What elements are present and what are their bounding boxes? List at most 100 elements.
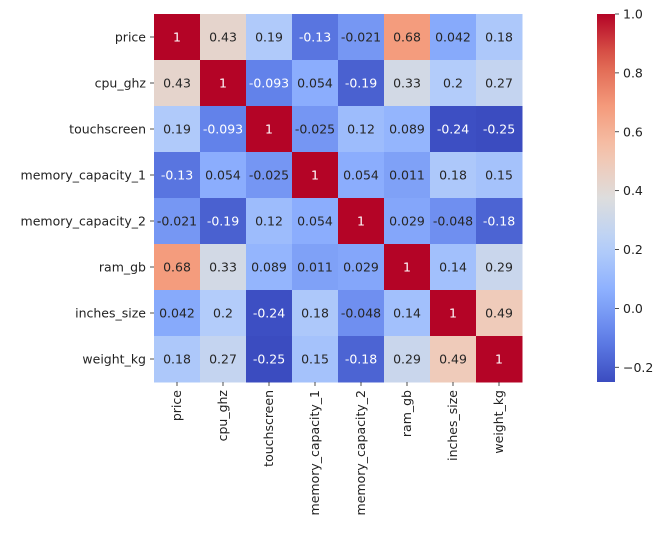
cell-value-label: 0.43 [163, 76, 191, 91]
cell-value-label: 0.18 [163, 352, 191, 367]
x-tick-label: memory_capacity_1 [307, 390, 322, 515]
cell-value-label: 0.042 [435, 30, 471, 45]
cell-value-label: 0.27 [209, 352, 237, 367]
heatmap-cell [154, 106, 201, 153]
cell-value-label: -0.18 [483, 214, 515, 229]
heatmap-cell [292, 106, 339, 153]
cell-value-label: -0.093 [203, 122, 243, 137]
heatmap-cell [200, 106, 247, 153]
cell-value-label: 0.27 [485, 76, 513, 91]
cell-value-label: 0.18 [485, 30, 513, 45]
heatmap-cell [384, 336, 431, 383]
cell-value-label: 0.042 [159, 306, 195, 321]
y-tick-label: memory_capacity_1 [21, 168, 146, 183]
heatmap-cell [200, 244, 247, 291]
heatmap-cell [384, 198, 431, 245]
heatmap-cell [154, 290, 201, 337]
y-tick-label: touchscreen [69, 122, 146, 137]
cell-value-label: -0.021 [341, 30, 381, 45]
heatmap-cell [246, 244, 293, 291]
heatmap-cell [476, 336, 523, 383]
colorbar-gradient [597, 14, 615, 382]
cell-value-label: -0.24 [253, 306, 285, 321]
heatmap-cell [338, 336, 385, 383]
cell-value-label: 0.12 [347, 122, 375, 137]
heatmap-cell [338, 290, 385, 337]
cell-value-label: 0.49 [485, 306, 513, 321]
cell-value-label: -0.025 [249, 168, 289, 183]
heatmap-cell [154, 14, 201, 61]
x-tick-label: weight_kg [491, 390, 506, 454]
heatmap-cell [154, 244, 201, 291]
heatmap-cell [338, 14, 385, 61]
heatmap-cell [430, 244, 477, 291]
heatmap-cell [200, 60, 247, 107]
heatmap-cell [200, 152, 247, 199]
heatmap-cell [154, 152, 201, 199]
heatmap-cell [338, 106, 385, 153]
heatmap-cell [430, 14, 477, 61]
heatmap-cell [476, 106, 523, 153]
heatmap-cell [430, 336, 477, 383]
heatmap-cell [338, 244, 385, 291]
x-tick-label: inches_size [445, 390, 460, 461]
cell-value-label: -0.19 [207, 214, 239, 229]
cell-value-label: -0.13 [161, 168, 193, 183]
heatmap-cell [384, 244, 431, 291]
heatmap-cell [384, 14, 431, 61]
x-tick-label: ram_gb [399, 390, 414, 437]
y-tick-label: memory_capacity_2 [21, 214, 146, 229]
heatmap-cell [430, 290, 477, 337]
heatmap-cell [338, 198, 385, 245]
heatmap-cell [246, 336, 293, 383]
y-tick-label: cpu_ghz [95, 76, 147, 91]
x-tick-label: touchscreen [261, 390, 276, 467]
cell-value-label: 0.19 [163, 122, 191, 137]
heatmap-cell [200, 290, 247, 337]
cell-value-label: 0.2 [443, 76, 463, 91]
y-axis-tick-labels: price cpu_ghz touchscreen memory_capacity_1… [21, 30, 154, 367]
cell-value-label: 1 [219, 76, 227, 91]
cell-value-label: 0.18 [439, 168, 467, 183]
heatmap-cell [338, 152, 385, 199]
cell-value-label: 0.15 [301, 352, 329, 367]
y-tick-label: ram_gb [99, 260, 146, 275]
colorbar-tick-label: 1.0 [623, 7, 643, 22]
cell-value-label: -0.021 [157, 214, 197, 229]
heatmap-cell [430, 198, 477, 245]
heatmap-cell [246, 198, 293, 245]
heatmap-cell [430, 152, 477, 199]
cell-value-label: 0.18 [301, 306, 329, 321]
cell-value-label: -0.24 [437, 122, 469, 137]
cell-value-label: -0.025 [295, 122, 335, 137]
heatmap-cell [292, 290, 339, 337]
cell-value-label: 0.49 [439, 352, 467, 367]
cell-value-label: 0.089 [389, 122, 425, 137]
cell-value-label: 0.12 [255, 214, 283, 229]
cell-value-label: 0.15 [485, 168, 513, 183]
cell-value-label: 0.33 [393, 76, 421, 91]
heatmap-cell [154, 336, 201, 383]
cell-value-label: -0.18 [345, 352, 377, 367]
heatmap-cell [154, 60, 201, 107]
cell-value-label: 0.029 [389, 214, 425, 229]
cell-value-label: 0.054 [343, 168, 379, 183]
cell-value-label: 1 [403, 260, 411, 275]
heatmap-cell [292, 198, 339, 245]
colorbar-tick-label: 0.8 [623, 65, 643, 80]
heatmap-cell [292, 336, 339, 383]
heatmap-cell [476, 198, 523, 245]
heatmap-cell [246, 14, 293, 61]
heatmap-cell [338, 60, 385, 107]
heatmap-cell [246, 106, 293, 153]
heatmap-cell [200, 336, 247, 383]
cell-value-label: -0.25 [253, 352, 285, 367]
cell-value-label: 0.33 [209, 260, 237, 275]
heatmap-cell [154, 198, 201, 245]
cell-value-label: 0.011 [389, 168, 425, 183]
cell-value-label: 0.2 [213, 306, 233, 321]
heatmap-cell [476, 290, 523, 337]
cell-value-label: 0.029 [343, 260, 379, 275]
cell-value-label: 1 [495, 352, 503, 367]
heatmap-cells: 1 0.43 0.19 -0.13 -0.021 0.68 0.042 0.18 0.43 1 -0… [154, 14, 523, 383]
